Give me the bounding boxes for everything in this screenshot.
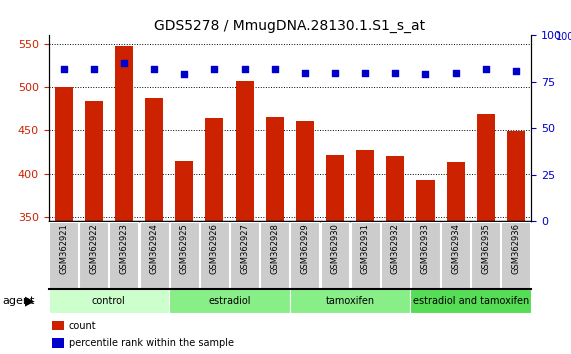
Point	[300, 70, 309, 75]
Bar	[411, 222, 440, 288]
Point	[512, 68, 521, 74]
Bar	[441, 222, 470, 288]
Text: percentile rank within the sample: percentile rank within the sample	[69, 338, 234, 348]
Point	[331, 70, 340, 75]
Bar	[79, 222, 108, 288]
Point	[59, 66, 68, 72]
Bar	[49, 222, 78, 288]
Bar	[411, 289, 531, 313]
Bar	[291, 222, 319, 288]
Text: GSM362934: GSM362934	[451, 223, 460, 274]
Bar	[52, 321, 64, 330]
Text: GSM362932: GSM362932	[391, 223, 400, 274]
Text: GSM362921: GSM362921	[59, 223, 68, 274]
Text: GSM362927: GSM362927	[240, 223, 249, 274]
Text: agent: agent	[3, 296, 35, 306]
Text: GSM362925: GSM362925	[180, 223, 189, 274]
Bar	[386, 155, 404, 221]
Text: GSM362931: GSM362931	[361, 223, 369, 274]
Text: ▶: ▶	[25, 295, 34, 307]
Bar	[266, 117, 284, 221]
Point	[150, 66, 159, 72]
Point	[210, 66, 219, 72]
Text: control: control	[92, 296, 126, 306]
Text: GSM362922: GSM362922	[89, 223, 98, 274]
Bar	[85, 101, 103, 221]
Point	[180, 72, 189, 77]
Point	[451, 70, 460, 75]
Text: GSM362935: GSM362935	[481, 223, 490, 274]
Title: GDS5278 / MmugDNA.28130.1.S1_s_at: GDS5278 / MmugDNA.28130.1.S1_s_at	[154, 19, 425, 33]
Bar	[356, 149, 374, 221]
Bar	[381, 222, 410, 288]
Bar	[200, 222, 229, 288]
Bar	[169, 289, 289, 313]
Bar	[170, 222, 199, 288]
Text: estradiol and tamoxifen: estradiol and tamoxifen	[413, 296, 529, 306]
Text: GSM362924: GSM362924	[150, 223, 159, 274]
Bar	[471, 222, 500, 288]
Point	[481, 66, 490, 72]
Bar	[145, 98, 163, 221]
Text: GSM362933: GSM362933	[421, 223, 430, 274]
Bar	[501, 222, 530, 288]
Bar	[115, 46, 133, 221]
Bar	[52, 338, 64, 348]
Bar	[416, 180, 435, 221]
Text: GSM362928: GSM362928	[270, 223, 279, 274]
Bar	[230, 222, 259, 288]
Bar	[206, 118, 223, 221]
Bar	[447, 162, 465, 221]
Bar	[320, 222, 349, 288]
Bar	[139, 222, 168, 288]
Bar	[235, 81, 254, 221]
Bar	[175, 161, 193, 221]
Text: GSM362929: GSM362929	[300, 223, 309, 274]
Point	[119, 61, 128, 66]
Text: GSM362923: GSM362923	[119, 223, 128, 274]
Bar	[260, 222, 289, 288]
Y-axis label: 100%: 100%	[556, 32, 571, 42]
Bar	[110, 222, 138, 288]
Text: GSM362930: GSM362930	[331, 223, 340, 274]
Bar	[296, 121, 314, 221]
Text: GSM362936: GSM362936	[512, 223, 520, 274]
Text: estradiol: estradiol	[208, 296, 251, 306]
Point	[270, 66, 279, 72]
Text: tamoxifen: tamoxifen	[325, 296, 375, 306]
Point	[89, 66, 98, 72]
Point	[361, 70, 370, 75]
Bar	[507, 131, 525, 221]
Text: count: count	[69, 321, 96, 331]
Bar	[55, 87, 73, 221]
Bar	[49, 289, 169, 313]
Point	[240, 66, 249, 72]
Text: GSM362926: GSM362926	[210, 223, 219, 274]
Point	[391, 70, 400, 75]
Bar	[289, 289, 411, 313]
Bar	[477, 114, 495, 221]
Bar	[326, 155, 344, 221]
Bar	[351, 222, 380, 288]
Point	[421, 72, 430, 77]
